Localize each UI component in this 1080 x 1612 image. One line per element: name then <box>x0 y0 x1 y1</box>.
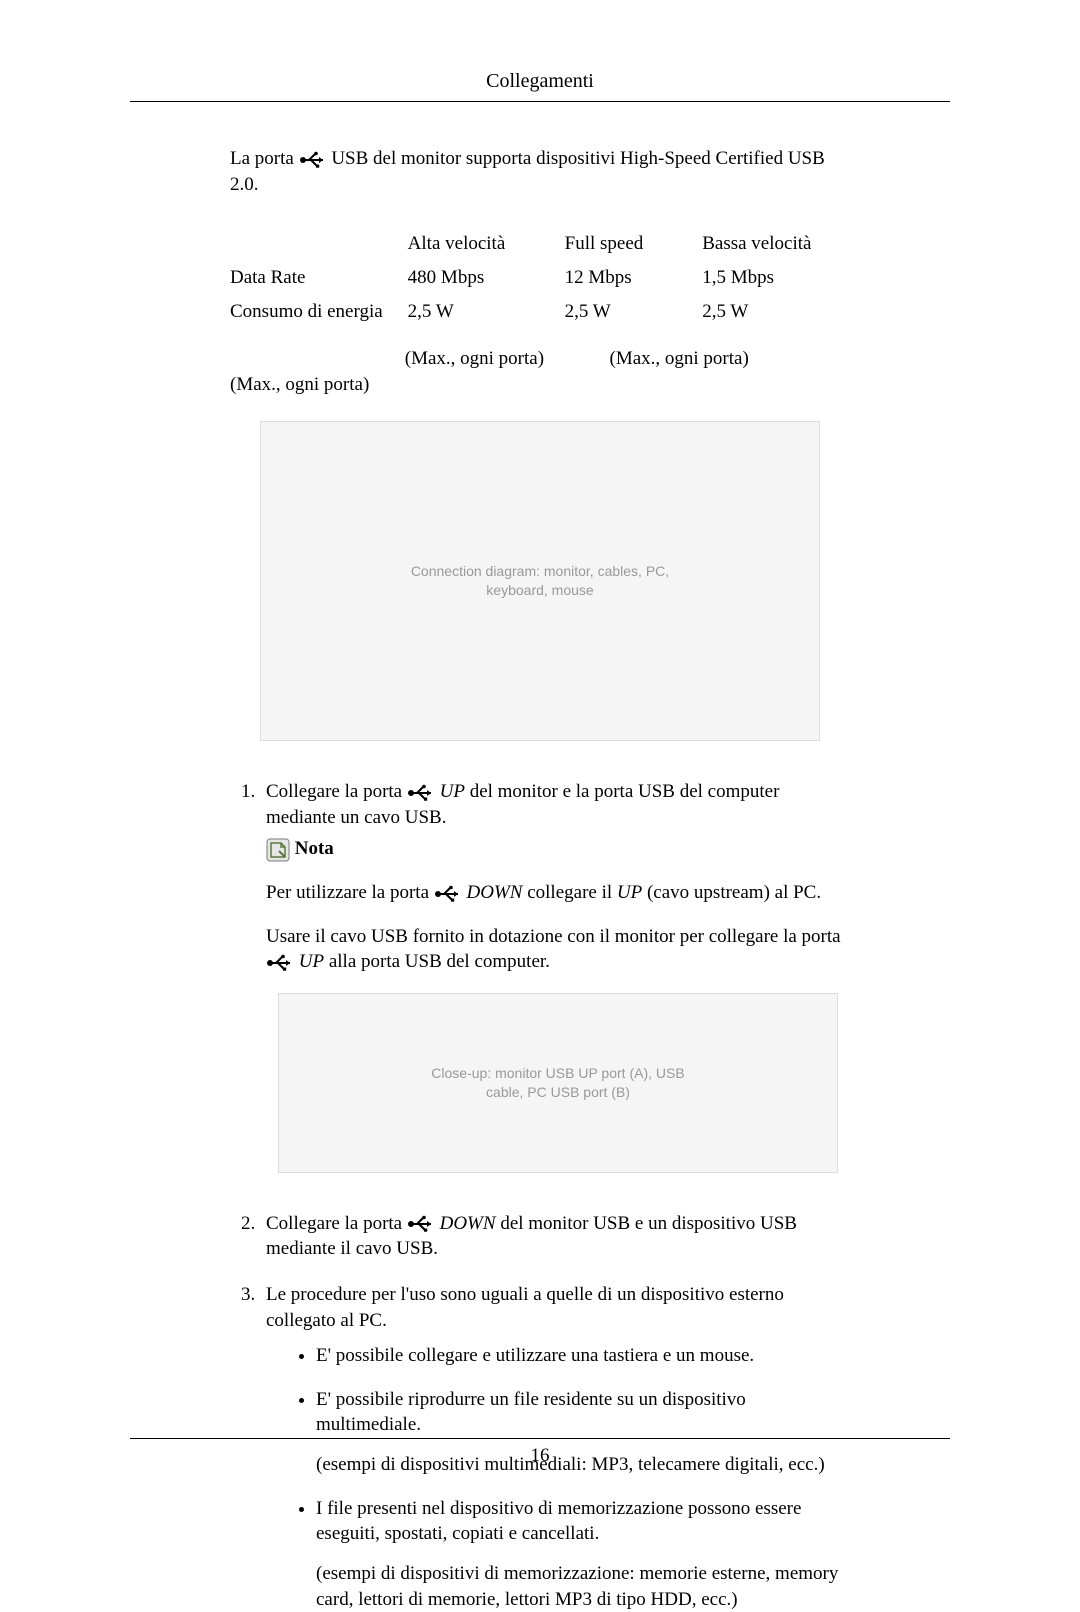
step1-para2-suffix: alla porta USB del computer. <box>329 951 550 972</box>
val-power-alta: 2,5 W <box>408 295 565 329</box>
step3-bullets: E' possibile collegare e utilizzare una … <box>266 1343 850 1612</box>
step1-para1-up: UP <box>617 882 642 903</box>
row-data-rate: Data Rate 480 Mbps 12 Mbps 1,5 Mbps <box>230 261 850 295</box>
step2-prefix: Collegare la porta <box>266 1213 407 1234</box>
usb-icon <box>434 885 462 903</box>
figure-2-wrap: Close-up: monitor USB UP port (A), USB c… <box>266 993 850 1181</box>
step1-para1-mid: collegare il <box>527 882 617 903</box>
step3-text: Le procedure per l'uso sono uguali a que… <box>266 1284 784 1331</box>
val-data-rate-bassa: 1,5 Mbps <box>702 261 850 295</box>
bullet-3-sub: (esempi di dispositivi di memorizzazione… <box>316 1561 850 1612</box>
intro-prefix: La porta <box>230 148 299 169</box>
bullet-1-text: E' possibile collegare e utilizzare una … <box>316 1345 754 1366</box>
step2-down: DOWN <box>440 1213 496 1234</box>
step1-prefix: Collegare la porta <box>266 781 407 802</box>
footer: 16 <box>130 1438 950 1467</box>
col-full: Full speed <box>565 227 703 261</box>
figure-1-wrap: Connection diagram: monitor, cables, PC,… <box>230 421 850 749</box>
bullet-3-text: I file presenti nel dispositivo di memor… <box>316 1498 801 1545</box>
step-2: Collegare la porta DOWN del monitor USB … <box>260 1211 850 1262</box>
intro-paragraph: La porta USB del monitor supporta dispos… <box>230 146 850 197</box>
usb-icon <box>407 784 435 802</box>
bullet-3: I file presenti nel dispositivo di memor… <box>316 1496 850 1612</box>
val-power-full: 2,5 W <box>565 295 703 329</box>
figure-2: Close-up: monitor USB UP port (A), USB c… <box>278 993 838 1173</box>
bullet-2-text: E' possibile riprodurre un file resident… <box>316 1389 746 1436</box>
page: Collegamenti La porta USB del monitor su… <box>0 0 1080 1527</box>
usb-icon <box>407 1215 435 1233</box>
bottom-rule <box>130 1438 950 1439</box>
note-line: Nota <box>266 836 850 862</box>
step-1: Collegare la porta UP del monitor e la p… <box>260 779 850 1180</box>
val-data-rate-full: 12 Mbps <box>565 261 703 295</box>
step1-para1: Per utilizzare la porta DOWN <box>266 880 850 906</box>
figure-1-alt: Connection diagram: monitor, cables, PC,… <box>401 563 680 601</box>
header-title: Collegamenti <box>130 70 950 93</box>
max-alta: (Max., ogni porta) <box>405 346 605 372</box>
figure-2-alt: Close-up: monitor USB UP port (A), USB c… <box>419 1064 698 1102</box>
max-full: (Max., ogni porta) <box>610 346 790 372</box>
row-power: Consumo di energia 2,5 W 2,5 W 2,5 W <box>230 295 850 329</box>
col-bassa: Bassa velocità <box>702 227 850 261</box>
step1-para1-down: DOWN <box>467 882 523 903</box>
spec-table: Alta velocità Full speed Bassa velocità … <box>230 227 850 328</box>
spec-header-row: Alta velocità Full speed Bassa velocità <box>230 227 850 261</box>
val-data-rate-alta: 480 Mbps <box>408 261 565 295</box>
max-bassa: (Max., ogni porta) <box>230 372 390 398</box>
content-area: La porta USB del monitor supporta dispos… <box>130 102 950 1612</box>
step1-para2-up: UP <box>299 951 324 972</box>
label-data-rate: Data Rate <box>230 261 408 295</box>
val-power-bassa: 2,5 W <box>702 295 850 329</box>
page-number: 16 <box>130 1445 950 1467</box>
figure-1: Connection diagram: monitor, cables, PC,… <box>260 421 820 741</box>
step1-up: UP <box>440 781 465 802</box>
col-alta: Alta velocità <box>408 227 565 261</box>
step1-para2: Usare il cavo USB fornito in dotazione c… <box>266 924 850 975</box>
label-power: Consumo di energia <box>230 295 408 329</box>
step1-para2-prefix: Usare il cavo USB fornito in dotazione c… <box>266 926 841 947</box>
max-note-row: (Max., ogni porta) (Max., ogni porta) (M… <box>230 346 850 397</box>
step1-para1-prefix: Per utilizzare la porta <box>266 882 429 903</box>
step1-para1-suffix: (cavo upstream) al PC. <box>647 882 821 903</box>
note-icon <box>266 838 290 862</box>
usb-icon <box>299 151 327 169</box>
usb-icon <box>266 954 294 972</box>
note-label: Nota <box>295 838 334 859</box>
steps-list: Collegare la porta UP del monitor e la p… <box>230 779 850 1612</box>
bullet-1: E' possibile collegare e utilizzare una … <box>316 1343 850 1369</box>
